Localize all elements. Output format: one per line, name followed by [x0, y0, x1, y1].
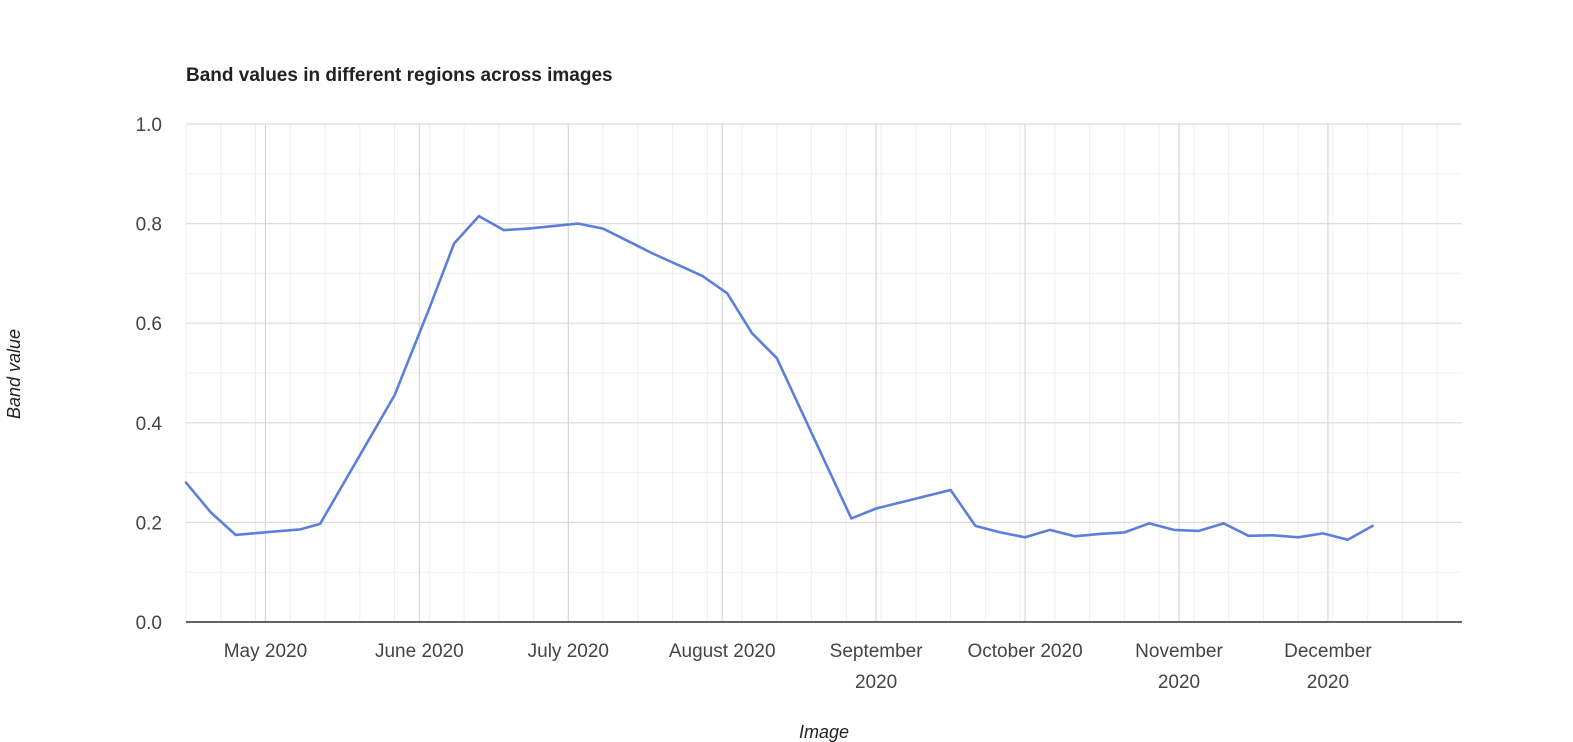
x-axis-title: Image	[799, 722, 849, 742]
x-tick-label: September 2020	[830, 641, 924, 693]
x-tick-label: October 2020	[968, 641, 1083, 662]
y-tick-label: 0.4	[136, 414, 163, 435]
x-tick-label: May 2020	[224, 641, 307, 662]
x-tick-label: December 2020	[1284, 641, 1372, 693]
y-tick-label: 0.6	[136, 314, 162, 335]
y-tick-label: 0.0	[136, 613, 162, 634]
x-tick-label: November 2020	[1135, 641, 1223, 693]
y-axis-title: Band value	[4, 329, 24, 419]
x-tick-label: August 2020	[669, 641, 776, 662]
x-tick-label: June 2020	[375, 641, 464, 662]
series-layer	[184, 214, 1374, 542]
y-tick-label: 0.8	[136, 215, 162, 236]
y-tick-label: 0.2	[136, 513, 162, 534]
x-axis-tick-labels: May 2020 June 2020 July 2020 August 2020 Sep…	[224, 641, 1373, 693]
minor-gridlines	[185, 124, 1462, 622]
x-tick-label: July 2020	[528, 641, 609, 662]
chart-title: Band values in different regions across …	[186, 65, 613, 86]
y-axis-tick-labels: 0.0 0.2 0.4 0.6 0.8 1.0	[136, 115, 163, 634]
series-line	[184, 214, 1374, 542]
y-tick-label: 1.0	[136, 115, 162, 136]
major-gridlines	[186, 123, 1462, 623]
